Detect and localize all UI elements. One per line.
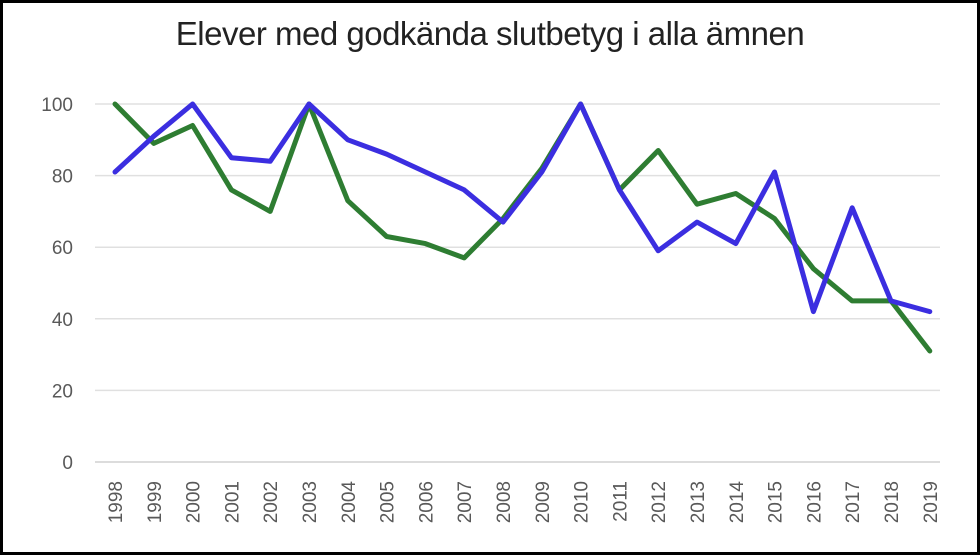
- y-tick-label: 0: [62, 453, 73, 474]
- x-tick-label: 2019: [921, 481, 942, 523]
- y-tick-label: 40: [52, 310, 73, 331]
- series-line-1: [112, 101, 933, 354]
- y-tick-label: 100: [41, 95, 73, 116]
- x-tick-label: 2007: [455, 481, 476, 523]
- x-tick-label: 2002: [261, 481, 282, 523]
- y-tick-label: 60: [52, 238, 73, 259]
- x-tick-label: 2005: [378, 481, 399, 523]
- x-tick-label: 2003: [300, 481, 321, 523]
- x-tick-label: 2017: [843, 481, 864, 523]
- x-tick-label: 2000: [184, 481, 205, 523]
- x-tick-label: 1999: [145, 481, 166, 523]
- x-tick-label: 1998: [106, 481, 127, 523]
- chart-title: Elever med godkända slutbetyg i alla ämn…: [175, 15, 805, 52]
- x-tick-label: 2018: [882, 481, 903, 523]
- x-tick-label: 2006: [416, 481, 437, 523]
- series-line-2: [112, 101, 933, 315]
- x-tick-label: 2009: [533, 481, 554, 523]
- line-chart: 0 20 40 60 80 100 1998 1999 2000 2001 2002 2003 2004…: [41, 95, 942, 524]
- x-tick-label: 2016: [804, 481, 825, 523]
- x-tick-label: 2015: [766, 481, 787, 523]
- x-tick-label: 2013: [688, 481, 709, 523]
- y-tick-label: 20: [52, 381, 73, 402]
- y-tick-label: 80: [52, 167, 73, 188]
- x-tick-label: 2014: [727, 481, 748, 524]
- x-tick-label: 2004: [339, 481, 360, 524]
- x-tick-label: 2010: [572, 481, 593, 523]
- x-tick-label: 2008: [494, 481, 515, 523]
- x-tick-label: 2011: [610, 481, 631, 522]
- x-tick-label: 2012: [649, 481, 670, 523]
- x-tick-label: 2001: [222, 481, 243, 523]
